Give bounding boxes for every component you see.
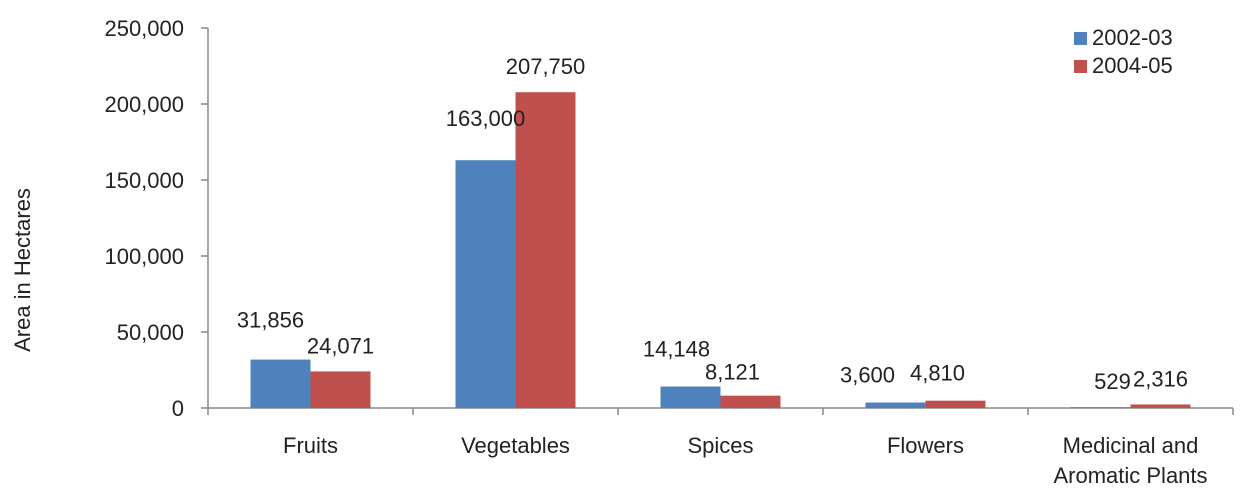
bar-2004-05-0 (310, 371, 371, 408)
category-label-line: Flowers (887, 433, 964, 458)
data-label: 163,000 (446, 106, 526, 131)
category-label-line: Aromatic Plants (1053, 463, 1207, 488)
data-label: 4,810 (910, 361, 965, 386)
data-label: 2,316 (1133, 366, 1188, 391)
y-axis-title: Area in Hectares (10, 188, 35, 352)
legend: 2002-03 2004-05 (1074, 25, 1173, 78)
bar-2004-05-2 (720, 395, 781, 408)
data-label: 24,071 (307, 333, 374, 358)
category-label: Flowers (887, 433, 964, 458)
y-tick-label: 200,000 (104, 92, 184, 117)
data-label: 529 (1094, 369, 1131, 394)
legend-label: 2002-03 (1092, 25, 1173, 50)
category-label: Fruits (283, 433, 338, 458)
data-label: 8,121 (705, 360, 760, 385)
category-label: Medicinal and Aromatic Plants (1053, 433, 1207, 488)
data-label: 207,750 (506, 54, 586, 79)
bar-2002-03-0 (250, 359, 311, 408)
y-tick-label: 50,000 (117, 320, 184, 345)
y-tick-label: 0 (172, 396, 184, 421)
bar-2004-05-1 (515, 92, 576, 408)
y-tick-label: 100,000 (104, 244, 184, 269)
x-axis-categories: Fruits Vegetables Spices Flowers Medicinal a… (207, 408, 1234, 488)
category-label-line: Medicinal and (1063, 433, 1199, 458)
data-label: 3,600 (840, 363, 895, 388)
legend-swatch (1074, 60, 1087, 73)
y-tick-label: 150,000 (104, 168, 184, 193)
bar-2004-05-3 (925, 400, 986, 408)
y-tick-label: 250,000 (104, 16, 184, 41)
data-label: 31,856 (237, 308, 304, 333)
category-label-line: Fruits (283, 433, 338, 458)
bar-2002-03-3 (865, 402, 926, 408)
legend-label: 2004-05 (1092, 53, 1173, 78)
bar-2002-03-1 (455, 160, 516, 408)
bar-2002-03-2 (660, 386, 721, 408)
y-axis-ticks: 0 50,000 100,000 150,000 200,000 250,000 (104, 16, 208, 421)
legend-swatch (1074, 32, 1087, 45)
category-label-line: Spices (687, 433, 753, 458)
bar-2004-05-4 (1130, 404, 1191, 408)
category-label: Spices (687, 433, 753, 458)
category-label: Vegetables (461, 433, 570, 458)
bar-2002-03-4 (1070, 407, 1131, 408)
category-label-line: Vegetables (461, 433, 570, 458)
bars (250, 92, 1191, 408)
data-labels: 31,856 163,000 14,148 3,600 529 24,071 207,750… (237, 54, 1188, 394)
data-label: 14,148 (643, 336, 710, 361)
